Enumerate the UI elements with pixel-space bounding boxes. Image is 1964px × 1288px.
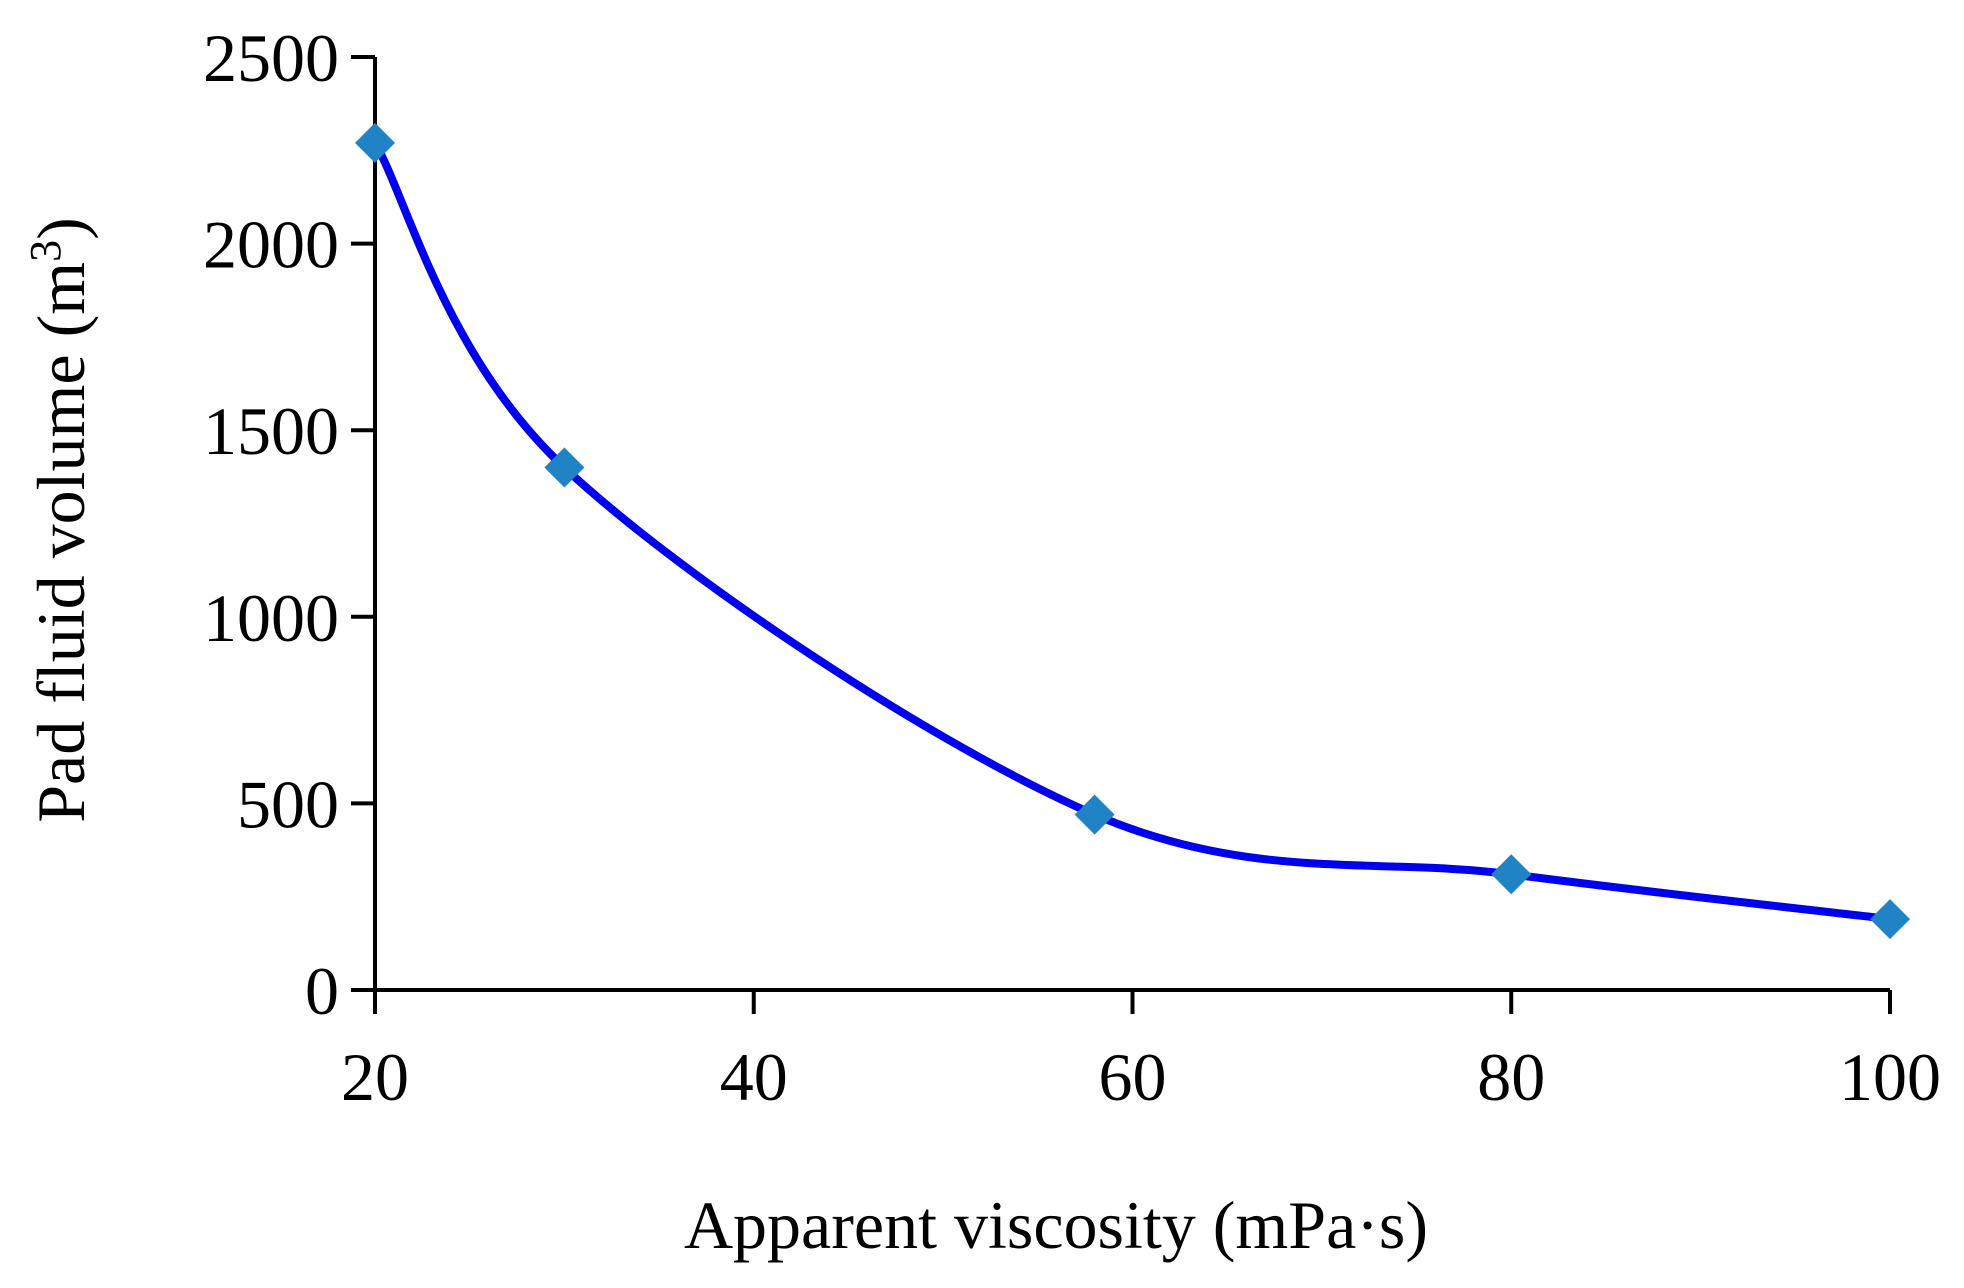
x-tick-label: 60 — [1099, 1039, 1167, 1115]
y-tick-label: 500 — [237, 766, 339, 842]
x-tick-label: 40 — [720, 1039, 788, 1115]
series-markers — [355, 122, 1910, 940]
series-line — [371, 138, 1894, 924]
x-tick-label: 20 — [341, 1039, 409, 1115]
data-point-marker — [1491, 854, 1532, 895]
x-ticks: 20 40 60 80 100 — [341, 990, 1941, 1115]
y-axis-title: Pad fluid volume (m3) — [21, 217, 100, 823]
data-point-marker — [355, 122, 395, 163]
x-tick-label: 80 — [1477, 1039, 1545, 1115]
y-axis-title-superscript: 3 — [21, 240, 70, 262]
y-tick-label: 0 — [305, 953, 339, 1029]
x-axis-title: Apparent viscosity (mPa·s) — [684, 1187, 1428, 1263]
y-tick-label: 1000 — [203, 580, 339, 656]
y-tick-label: 2000 — [203, 207, 339, 283]
y-tick-label: 2500 — [203, 20, 339, 96]
plot-area: 0 500 1000 1500 2000 2500 20 40 60 80 100 — [203, 20, 1941, 1115]
x-tick-label: 100 — [1839, 1039, 1941, 1115]
y-tick-label: 1500 — [203, 393, 339, 469]
y-ticks: 0 500 1000 1500 2000 2500 — [203, 20, 375, 1029]
y-axis-title-close: ) — [23, 217, 99, 240]
y-axis-title-main: Pad fluid volume (m — [23, 262, 99, 823]
data-point-marker — [1870, 899, 1910, 940]
data-point-marker — [1074, 794, 1115, 835]
data-point-marker — [544, 447, 585, 488]
